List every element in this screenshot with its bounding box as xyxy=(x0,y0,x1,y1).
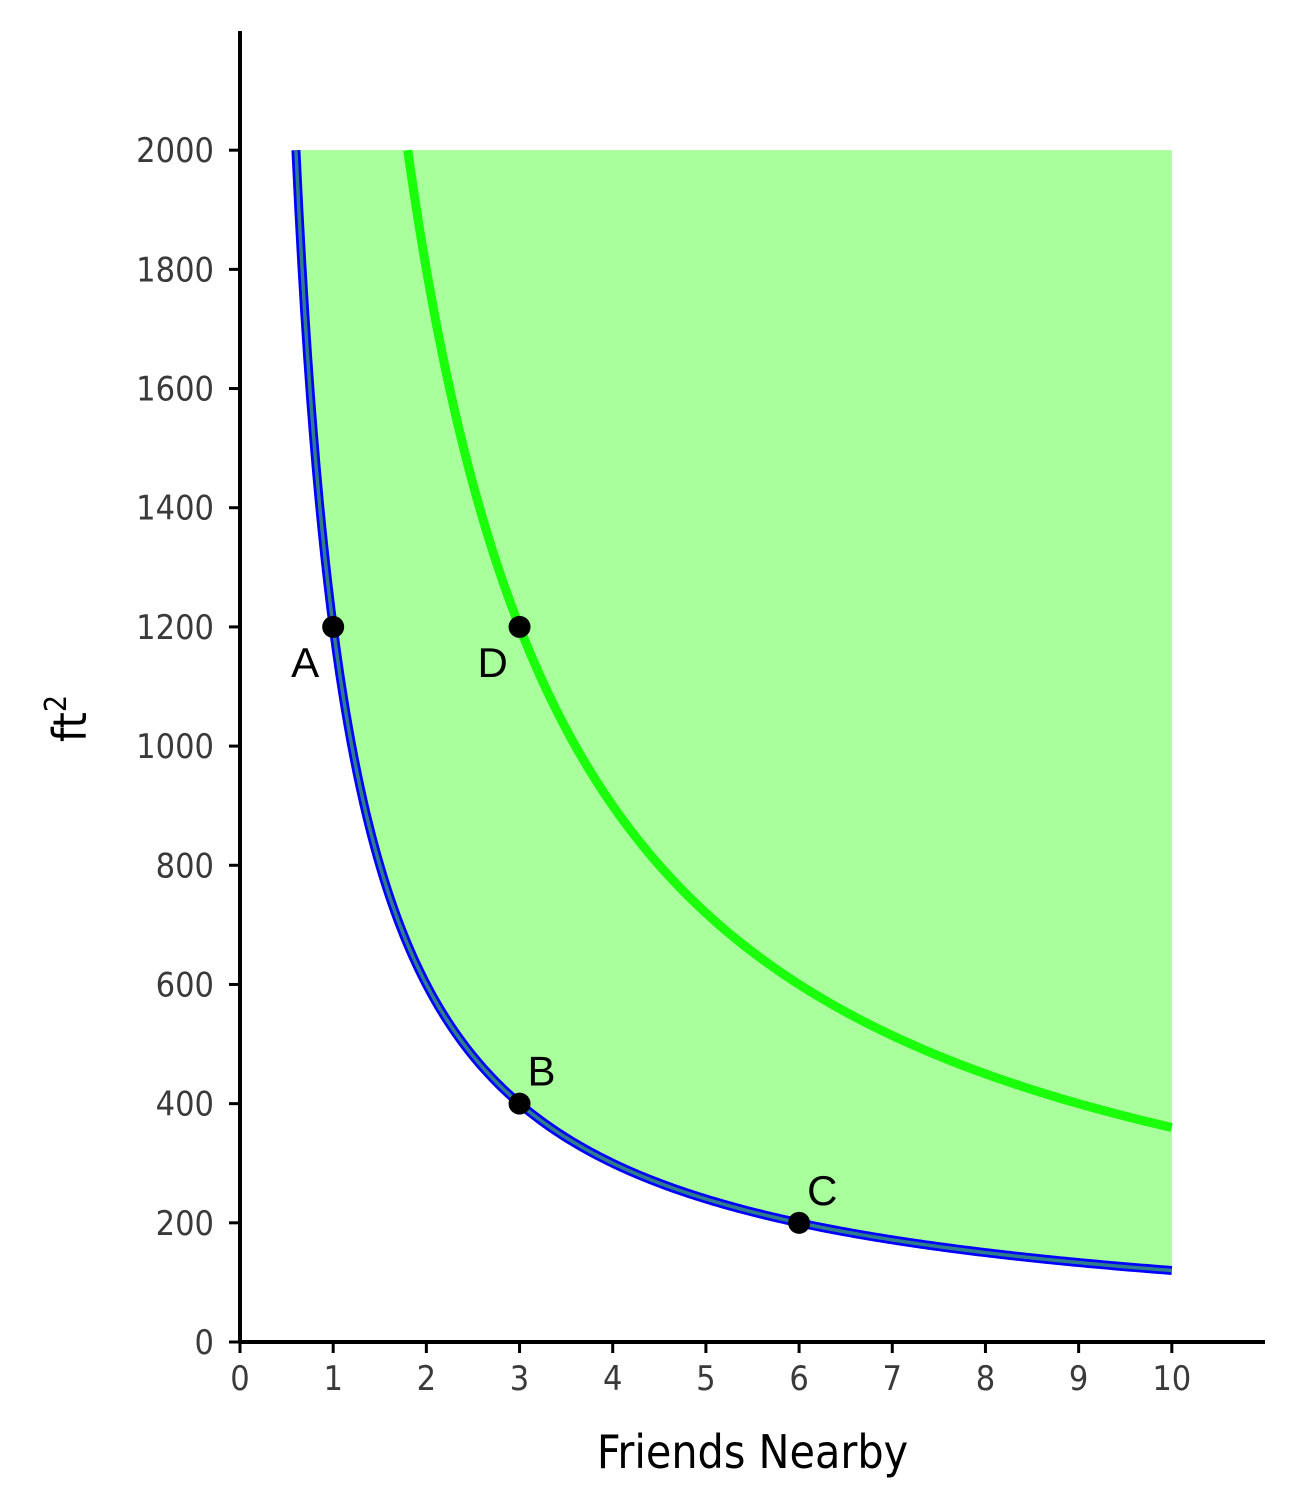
x-tick-label: 7 xyxy=(883,1359,902,1399)
y-tick-label: 1000 xyxy=(136,727,214,767)
x-tick-label: 6 xyxy=(789,1359,808,1399)
y-axis-title-base: ft xyxy=(43,712,97,742)
x-tick-label: 3 xyxy=(510,1359,529,1399)
y-tick-label: 600 xyxy=(156,965,214,1005)
upper-curve xyxy=(403,149,1173,1132)
x-tick-label: 8 xyxy=(976,1359,995,1399)
point-a xyxy=(322,615,345,638)
x-tick-label: 9 xyxy=(1069,1359,1088,1399)
x-axis-title: Friends Nearby xyxy=(597,1425,908,1479)
point-label-d: D xyxy=(478,639,508,686)
x-tick-label: 10 xyxy=(1152,1359,1191,1399)
point-label-c: C xyxy=(807,1167,837,1214)
point-b xyxy=(508,1092,531,1115)
x-tick-label: 1 xyxy=(323,1359,342,1399)
point-label-b: B xyxy=(528,1048,556,1095)
x-tick-label: 0 xyxy=(230,1359,249,1399)
y-tick-label: 0 xyxy=(195,1323,214,1363)
y-axis-title-superscript: 2 xyxy=(39,695,74,712)
y-tick-label: 2000 xyxy=(136,131,214,171)
lower-curve-inner-stroke xyxy=(294,150,1172,1273)
x-tick-label: 5 xyxy=(696,1359,715,1399)
y-tick-label: 1600 xyxy=(136,370,214,410)
data-points: A B C D xyxy=(291,615,837,1234)
y-tick-label: 1400 xyxy=(136,489,214,529)
point-d xyxy=(508,615,531,638)
y-axis-ticks: 0 200 400 600 800 1000 1200 1400 1600 1800 2000 xyxy=(136,131,240,1363)
point-c xyxy=(788,1211,811,1234)
y-tick-label: 800 xyxy=(156,846,214,886)
y-axis-title: ft2 xyxy=(39,695,97,742)
shaded-region xyxy=(295,150,1172,1271)
y-tick-label: 400 xyxy=(156,1085,214,1125)
y-tick-label: 1200 xyxy=(136,608,214,648)
x-tick-label: 4 xyxy=(603,1359,622,1399)
x-tick-label: 2 xyxy=(417,1359,436,1399)
x-axis-ticks: 0 1 2 3 4 5 6 7 8 9 10 xyxy=(230,1342,1191,1399)
point-label-a: A xyxy=(291,639,319,686)
y-tick-label: 1800 xyxy=(136,250,214,290)
y-tick-label: 200 xyxy=(156,1204,214,1244)
